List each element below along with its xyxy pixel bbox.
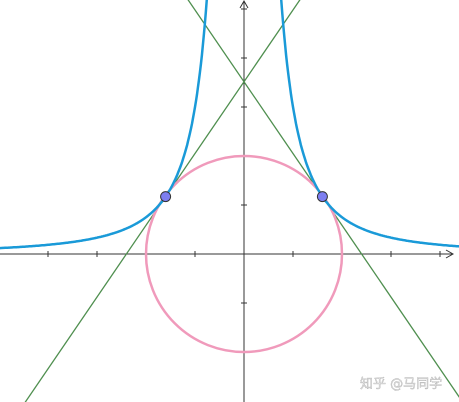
- x-arrow: [445, 249, 455, 259]
- curve: [0, 0, 209, 250]
- tangent-point: [160, 191, 172, 203]
- tangent-point: [316, 191, 328, 203]
- watermark: 知乎 @马同学: [360, 376, 442, 392]
- y-arrow: [239, 0, 249, 9]
- circle: [144, 154, 344, 354]
- curve: [279, 0, 459, 248]
